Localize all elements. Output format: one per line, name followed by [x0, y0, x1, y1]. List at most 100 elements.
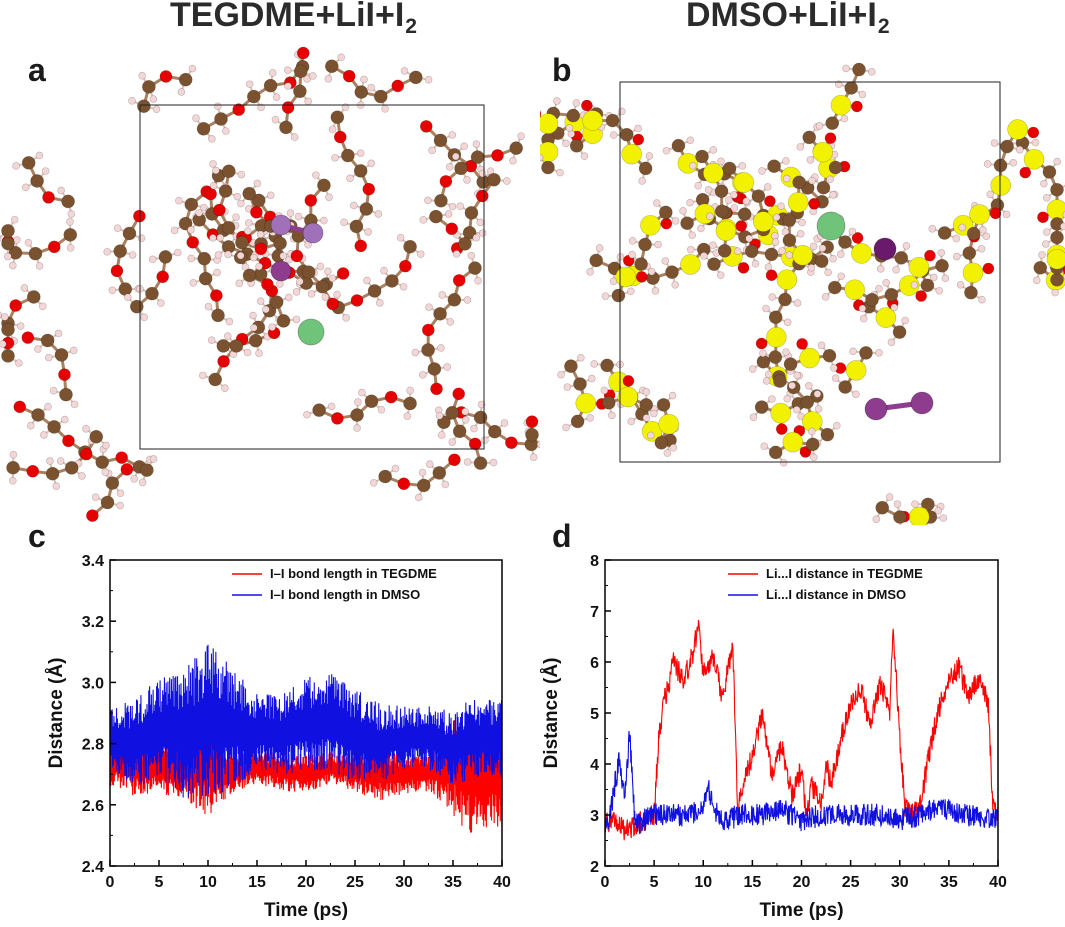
atom [446, 318, 455, 326]
atom [799, 347, 820, 369]
atom [273, 236, 287, 251]
atom [717, 243, 732, 258]
atom [276, 280, 284, 288]
atom [445, 222, 459, 236]
simulation-cell [139, 104, 485, 450]
atom [536, 440, 540, 449]
atom [892, 325, 907, 339]
atom [16, 322, 25, 330]
atom [384, 390, 398, 404]
atom [381, 105, 389, 113]
atom [1059, 222, 1065, 231]
atom [367, 284, 382, 298]
atom [898, 275, 920, 296]
atom [374, 210, 383, 218]
iodide-atom [873, 237, 897, 261]
atom [650, 409, 658, 418]
atom [851, 243, 872, 264]
legend-label: Li...I distance in DMSO [766, 587, 906, 602]
atom [993, 158, 1008, 173]
atom [419, 120, 433, 133]
atom [242, 186, 257, 201]
atom [680, 216, 694, 231]
atom [290, 133, 299, 141]
atom [399, 282, 408, 291]
atom [473, 410, 488, 425]
atom [652, 199, 661, 207]
atom [990, 175, 1012, 196]
legend: Li...I distance in TEGDME Li...I distance… [728, 566, 923, 602]
atom [813, 390, 822, 398]
atom [116, 501, 124, 510]
atom [422, 323, 435, 337]
atom [824, 132, 837, 144]
x-tick-label: 15 [248, 874, 266, 891]
atom [733, 247, 742, 255]
atom [686, 198, 694, 207]
atom [509, 141, 523, 155]
atom [222, 164, 236, 179]
atom [342, 314, 350, 322]
atom [232, 103, 246, 116]
atom [910, 281, 919, 289]
atom [399, 259, 412, 273]
atom [782, 233, 797, 248]
atom [24, 238, 33, 247]
atom [733, 172, 755, 193]
atom [632, 133, 645, 146]
atom [820, 427, 835, 442]
atom [177, 88, 186, 96]
atom [771, 238, 780, 246]
atom [706, 212, 714, 221]
atom [118, 282, 133, 296]
atom [617, 386, 639, 408]
atom [887, 338, 896, 347]
atom [838, 380, 852, 394]
atom [242, 268, 257, 283]
atom [540, 110, 542, 118]
atom [473, 456, 488, 470]
atom [445, 405, 460, 420]
atom [433, 133, 448, 148]
atom [330, 110, 345, 125]
atom [782, 431, 804, 453]
atom [1007, 119, 1028, 140]
atom [140, 463, 154, 477]
atom [651, 287, 660, 295]
atom [149, 95, 158, 103]
atom [658, 205, 673, 220]
atom [304, 97, 312, 106]
atom [66, 218, 74, 226]
atom [148, 255, 157, 264]
atom [211, 308, 225, 323]
atom [95, 455, 110, 469]
atom [451, 152, 460, 161]
atom [217, 355, 230, 368]
atom [284, 293, 293, 302]
atom [199, 371, 207, 380]
atom [1042, 193, 1051, 202]
atom [377, 405, 386, 414]
atom [1019, 166, 1032, 179]
atom [20, 284, 29, 292]
atom [42, 191, 55, 204]
atom [257, 103, 265, 112]
atom [570, 414, 585, 429]
atom [782, 213, 797, 228]
atom [224, 250, 232, 259]
atom [982, 262, 995, 275]
atom [353, 424, 361, 432]
atom [293, 64, 308, 79]
atom [8, 476, 17, 485]
atom [256, 297, 265, 305]
atom [354, 239, 368, 253]
atom [1, 349, 15, 363]
atom [44, 402, 52, 411]
atom [893, 500, 902, 509]
atom [463, 458, 472, 466]
atom [565, 124, 574, 132]
atom [434, 193, 448, 208]
atom [858, 90, 867, 99]
x-tick-label: 5 [155, 874, 164, 891]
atom [830, 94, 852, 116]
